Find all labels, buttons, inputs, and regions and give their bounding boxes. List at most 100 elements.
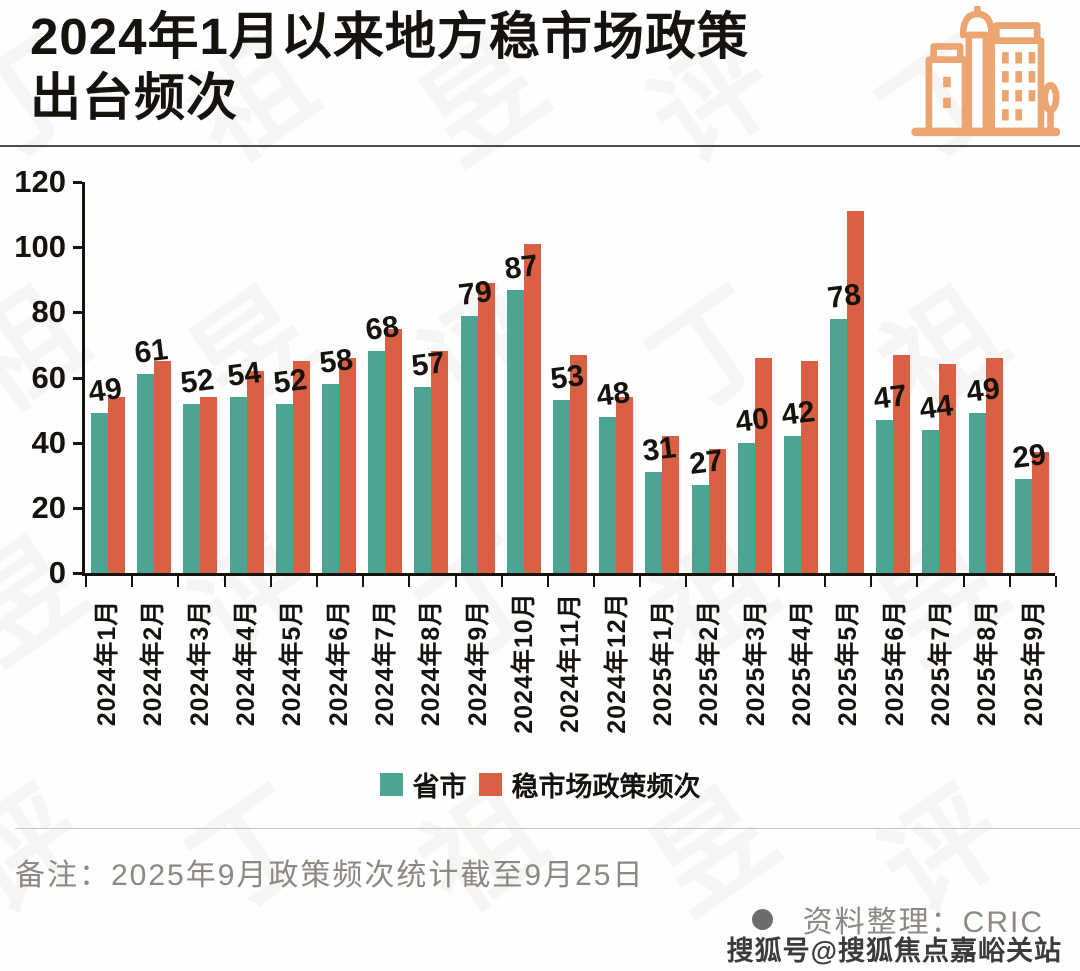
x-axis-labels: 2024年1月 2024年2月 2024年3月 2024年4月 2024年5月 2024年…: [82, 588, 1055, 738]
x-axis-label: 2024年5月: [267, 588, 313, 738]
y-tick-mark: [73, 181, 82, 184]
x-axis-label-text: 2024年5月: [278, 599, 307, 727]
source-label: 资料整理：CRIC: [802, 906, 1044, 939]
y-tick-mark: [73, 572, 82, 575]
bar-value-label: 87: [502, 248, 540, 286]
bar-policy-frequency: [339, 357, 357, 573]
bar-value-label: 57: [410, 346, 448, 384]
bar-group: 29: [1009, 182, 1055, 573]
bar-group: 44: [916, 182, 962, 573]
sohu-watermark: 搜狐号@搜狐焦点嘉峪关站: [726, 936, 1062, 966]
x-tick-mark: [454, 576, 457, 587]
x-axis-label: 2025年8月: [962, 588, 1008, 738]
bar-provinces: [414, 387, 432, 573]
bar-provinces: [275, 403, 293, 573]
bar-policy-frequency: [616, 397, 634, 573]
x-tick-mark: [131, 576, 134, 587]
bar-value-label: 49: [86, 372, 124, 410]
bar-group: 78: [824, 182, 870, 573]
x-axis-label-text: 2024年3月: [185, 599, 214, 727]
bar-value-label: 44: [918, 388, 956, 426]
bar-provinces: [322, 384, 340, 573]
x-axis-label-text: 2024年11月: [556, 592, 585, 734]
bar-provinces: [183, 403, 201, 573]
x-axis-label: 2024年10月: [499, 588, 545, 738]
x-tick-mark: [1008, 576, 1011, 587]
bar-policy-frequency: [385, 328, 403, 573]
x-axis-label-text: 2025年4月: [788, 599, 817, 727]
y-tick-label: 40: [31, 424, 66, 460]
y-axis: 0 20 40 60 80 100 120: [0, 164, 82, 590]
bar-provinces: [922, 429, 940, 573]
x-axis-label-text: 2025年9月: [1019, 599, 1048, 727]
x-axis-label-text: 2024年9月: [463, 599, 492, 727]
bar-policy-frequency: [985, 357, 1003, 573]
bar-provinces: [691, 485, 709, 573]
bar-group: 47: [870, 182, 916, 573]
bar-provinces: [552, 400, 570, 573]
bar-group: 40: [732, 182, 778, 573]
x-tick-mark: [223, 576, 226, 587]
x-axis-label-text: 2025年3月: [741, 599, 770, 727]
bar-provinces: [460, 315, 478, 573]
x-axis-label: 2024年2月: [128, 588, 174, 738]
x-axis-label-text: 2025年5月: [834, 599, 863, 727]
bar-provinces: [645, 472, 663, 573]
bar-group: 42: [778, 182, 824, 573]
legend-swatch: [379, 773, 403, 796]
bar-value-label: 40: [733, 401, 771, 439]
x-tick-mark: [408, 576, 411, 587]
x-axis-label-text: 2025年1月: [649, 599, 678, 727]
bar-provinces: [737, 442, 755, 573]
x-tick-mark: [777, 576, 780, 587]
x-axis-label: 2024年6月: [314, 588, 360, 738]
bar-group: 53: [547, 182, 593, 573]
bar-value-label: 47: [871, 378, 910, 416]
bar-provinces: [783, 436, 801, 573]
bar-policy-frequency: [477, 283, 495, 573]
x-axis-label-text: 2025年8月: [973, 599, 1002, 727]
x-axis-label-text: 2024年8月: [417, 599, 446, 727]
page-title: 2024年1月以来地方稳市场政策 出台频次: [30, 6, 749, 128]
x-axis-label: 2024年3月: [175, 588, 221, 738]
x-axis-label-text: 2024年7月: [371, 599, 400, 727]
x-axis-label-text: 2024年10月: [510, 592, 539, 734]
x-tick-mark: [870, 576, 873, 587]
x-axis-label: 2024年11月: [545, 588, 591, 738]
bar-provinces: [91, 413, 109, 573]
y-tick-label: 100: [14, 229, 66, 265]
x-axis-label-text: 2024年1月: [93, 599, 122, 727]
x-tick-mark: [731, 576, 734, 587]
bar-policy-frequency: [569, 354, 587, 573]
bar-value-label: 58: [317, 343, 355, 380]
x-tick-mark: [500, 576, 503, 587]
bar-group: 49: [85, 182, 131, 573]
bar-value-label: 52: [271, 362, 309, 400]
x-axis-label-text: 2025年7月: [927, 599, 956, 727]
bar-policy-frequency: [754, 357, 772, 573]
x-axis-label: 2024年7月: [360, 588, 406, 738]
bar-group: 52: [177, 182, 223, 573]
legend-label: 省市: [412, 772, 467, 802]
x-axis-label-text: 2024年4月: [232, 599, 261, 727]
bar-policy-frequency: [1031, 452, 1049, 573]
bar-provinces: [830, 318, 848, 573]
x-tick-mark: [85, 576, 87, 587]
bar-policy-frequency: [154, 361, 172, 573]
legend-swatch: [478, 773, 502, 796]
bar-policy-frequency: [800, 361, 818, 573]
bar-value-label: 52: [179, 362, 217, 400]
x-axis-label: 2025年5月: [823, 588, 869, 738]
x-tick-mark: [269, 576, 272, 587]
y-tick-mark: [73, 506, 82, 510]
x-axis-label: 2024年1月: [82, 588, 128, 738]
x-axis-label: 2024年8月: [406, 588, 452, 738]
bar-group: 27: [685, 182, 731, 573]
bar-group: 58: [316, 182, 362, 573]
x-tick-mark: [177, 576, 180, 587]
header-divider: [0, 145, 1080, 147]
bar-group: 68: [362, 182, 408, 573]
y-tick-mark: [73, 376, 82, 380]
bar-policy-frequency: [200, 397, 218, 573]
x-axis-label: 2025年4月: [777, 588, 823, 738]
